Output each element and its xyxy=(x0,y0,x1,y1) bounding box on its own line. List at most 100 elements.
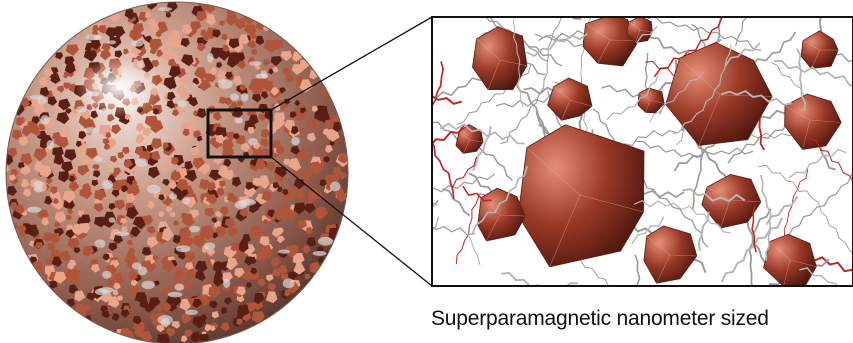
sphere-crystal xyxy=(282,189,289,196)
sphere-gap xyxy=(157,7,173,12)
sphere-crystal xyxy=(65,108,72,115)
sphere-crystal xyxy=(279,202,290,213)
polymer-chain xyxy=(758,164,853,254)
sphere-crystal xyxy=(251,311,265,324)
sphere-crystal xyxy=(146,236,159,248)
sphere-crystal xyxy=(245,181,254,190)
sphere-crystal xyxy=(212,29,221,38)
sphere-gap xyxy=(40,115,50,125)
sphere-crystal xyxy=(194,67,207,80)
polymer-chain xyxy=(796,48,807,111)
sphere-crystal xyxy=(117,295,123,302)
sphere-crystal xyxy=(156,324,165,333)
sphere-crystal xyxy=(216,62,223,69)
sphere-crystal xyxy=(111,124,122,135)
polymer-chain xyxy=(799,267,839,286)
sphere-crystal xyxy=(184,169,197,182)
sphere-gap xyxy=(102,270,112,279)
sphere-crystal xyxy=(113,167,122,176)
sphere-crystal xyxy=(185,262,194,271)
sphere-crystal xyxy=(82,245,94,257)
sphere-crystal xyxy=(112,289,119,296)
sphere-crystal xyxy=(203,35,210,42)
sphere-crystal xyxy=(170,171,182,182)
sphere-crystal xyxy=(142,127,152,137)
sphere-crystal xyxy=(148,297,161,308)
sphere-outline xyxy=(5,1,349,343)
polymer-chain xyxy=(439,122,525,145)
sphere-crystal xyxy=(304,203,316,214)
sphere-crystal xyxy=(293,262,306,275)
sphere-crystal xyxy=(111,189,120,198)
sphere-crystal xyxy=(277,186,283,193)
sphere-crystal xyxy=(174,267,186,279)
sphere-crystal xyxy=(226,55,240,68)
nanocrystal xyxy=(477,187,526,242)
sphere-crystal xyxy=(142,330,153,342)
sphere-crystal xyxy=(49,232,61,244)
sphere-crystal xyxy=(293,202,307,215)
sphere-crystal xyxy=(300,153,308,162)
nanocrystal xyxy=(800,30,839,69)
sphere-crystal xyxy=(293,252,305,265)
sphere-crystal xyxy=(64,62,76,74)
polymer-chain xyxy=(759,174,772,261)
sphere-gap xyxy=(175,245,191,253)
sphere-crystal xyxy=(147,18,157,28)
polymer-chain xyxy=(432,199,439,209)
sphere-crystal xyxy=(172,51,179,59)
sphere-gap xyxy=(157,315,173,325)
sphere-crystal xyxy=(59,250,71,262)
sphere-crystal xyxy=(135,123,145,133)
sphere-crystal xyxy=(80,214,91,225)
sphere-gap xyxy=(107,40,117,45)
sphere-crystal xyxy=(318,111,330,123)
sphere-crystal xyxy=(241,143,250,152)
sphere-crystal xyxy=(230,242,240,252)
sphere-gap xyxy=(261,72,269,79)
sphere-crystal xyxy=(18,162,25,169)
polymer-chain xyxy=(455,195,480,265)
sphere-crystal xyxy=(217,165,230,178)
sphere-crystal xyxy=(49,186,58,195)
sphere-crystal xyxy=(97,25,108,34)
sphere-crystal xyxy=(192,234,207,248)
sphere-crystal xyxy=(232,75,242,86)
sphere-crystal xyxy=(147,201,155,209)
sphere-crystal xyxy=(211,311,220,319)
sphere-crystal xyxy=(179,189,189,197)
sphere-crystal xyxy=(11,129,23,140)
sphere-crystal xyxy=(247,127,255,134)
sphere-crystal xyxy=(272,211,284,221)
polymer-chain xyxy=(720,217,784,283)
sphere-crystal xyxy=(216,187,225,196)
sphere-crystal xyxy=(161,286,170,295)
sphere-crystal xyxy=(200,29,208,37)
sphere-crystal xyxy=(54,211,67,224)
sphere-crystal xyxy=(151,150,161,161)
sphere-crystal xyxy=(295,76,304,85)
sphere-crystal xyxy=(214,225,227,238)
sphere-crystal xyxy=(307,132,316,142)
sphere-crystal xyxy=(165,35,178,48)
sphere-crystal xyxy=(285,74,294,83)
sphere-gap xyxy=(248,61,262,66)
sphere-crystal xyxy=(219,180,226,188)
sphere-crystal xyxy=(329,140,335,146)
sphere-crystal xyxy=(154,280,160,286)
sphere-crystal xyxy=(272,140,281,149)
sphere-crystal xyxy=(53,107,60,113)
sphere-crystal xyxy=(256,278,266,288)
sphere-crystal xyxy=(47,96,58,106)
sphere-crystal xyxy=(297,220,307,230)
nanoparticle-sphere xyxy=(5,1,349,343)
sphere-crystal xyxy=(255,158,267,170)
sphere-crystal xyxy=(265,274,274,282)
sphere-crystal xyxy=(212,261,224,273)
sphere-crystal xyxy=(290,126,299,135)
sphere-gap xyxy=(312,250,327,256)
sphere-crystal xyxy=(105,132,112,139)
sphere-crystal xyxy=(81,155,91,166)
sphere-crystal xyxy=(26,224,40,238)
sphere-crystal xyxy=(111,313,120,321)
